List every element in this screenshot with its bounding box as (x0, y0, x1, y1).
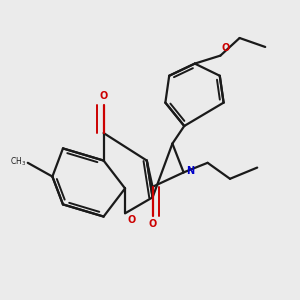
Text: O: O (222, 43, 230, 52)
Text: O: O (100, 91, 108, 101)
Text: CH$_3$: CH$_3$ (10, 156, 26, 168)
Text: O: O (128, 215, 136, 225)
Text: N: N (186, 167, 194, 176)
Text: O: O (148, 219, 157, 229)
